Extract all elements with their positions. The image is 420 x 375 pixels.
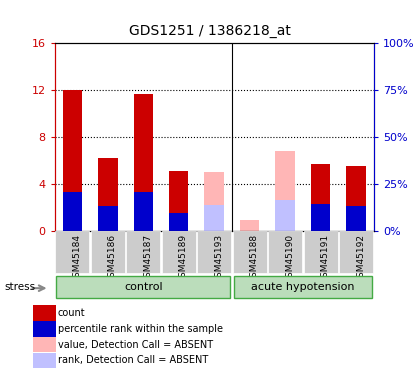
Text: GSM45184: GSM45184: [72, 234, 81, 283]
Text: GSM45190: GSM45190: [285, 234, 294, 283]
Text: percentile rank within the sample: percentile rank within the sample: [58, 324, 223, 334]
Text: GSM45192: GSM45192: [356, 234, 365, 283]
Bar: [63, 192, 82, 231]
Bar: [234, 276, 372, 298]
Text: GSM45188: GSM45188: [249, 234, 259, 283]
Bar: [311, 164, 331, 231]
Bar: [304, 231, 338, 273]
Bar: [233, 231, 267, 273]
Text: GSM45189: GSM45189: [179, 234, 188, 283]
Text: acute hypotension: acute hypotension: [251, 282, 354, 292]
Bar: [311, 204, 331, 231]
Text: GSM45187: GSM45187: [143, 234, 152, 283]
Bar: [126, 231, 160, 273]
Bar: [197, 231, 231, 273]
Bar: [56, 276, 230, 298]
Bar: [169, 213, 189, 231]
Bar: [205, 172, 224, 231]
Bar: [98, 206, 118, 231]
Text: GSM45186: GSM45186: [108, 234, 117, 283]
Bar: [205, 205, 224, 231]
Bar: [33, 305, 56, 321]
Text: value, Detection Call = ABSENT: value, Detection Call = ABSENT: [58, 339, 213, 350]
Bar: [33, 337, 56, 352]
Bar: [63, 90, 82, 231]
Bar: [33, 352, 56, 368]
Bar: [169, 171, 189, 231]
Bar: [346, 166, 366, 231]
Text: GDS1251 / 1386218_at: GDS1251 / 1386218_at: [129, 24, 291, 38]
Bar: [276, 200, 295, 231]
Bar: [346, 206, 366, 231]
Bar: [240, 220, 260, 231]
Text: stress: stress: [4, 282, 35, 292]
Bar: [268, 231, 302, 273]
Text: count: count: [58, 308, 85, 318]
Text: rank, Detection Call = ABSENT: rank, Detection Call = ABSENT: [58, 356, 208, 365]
Bar: [134, 192, 153, 231]
Bar: [339, 231, 373, 273]
Text: GSM45193: GSM45193: [214, 234, 223, 283]
Text: GSM45191: GSM45191: [320, 234, 330, 283]
Bar: [91, 231, 125, 273]
Bar: [33, 321, 56, 336]
Text: control: control: [124, 282, 163, 292]
Bar: [162, 231, 196, 273]
Bar: [276, 151, 295, 231]
Bar: [98, 158, 118, 231]
Bar: [134, 93, 153, 231]
Bar: [55, 231, 89, 273]
